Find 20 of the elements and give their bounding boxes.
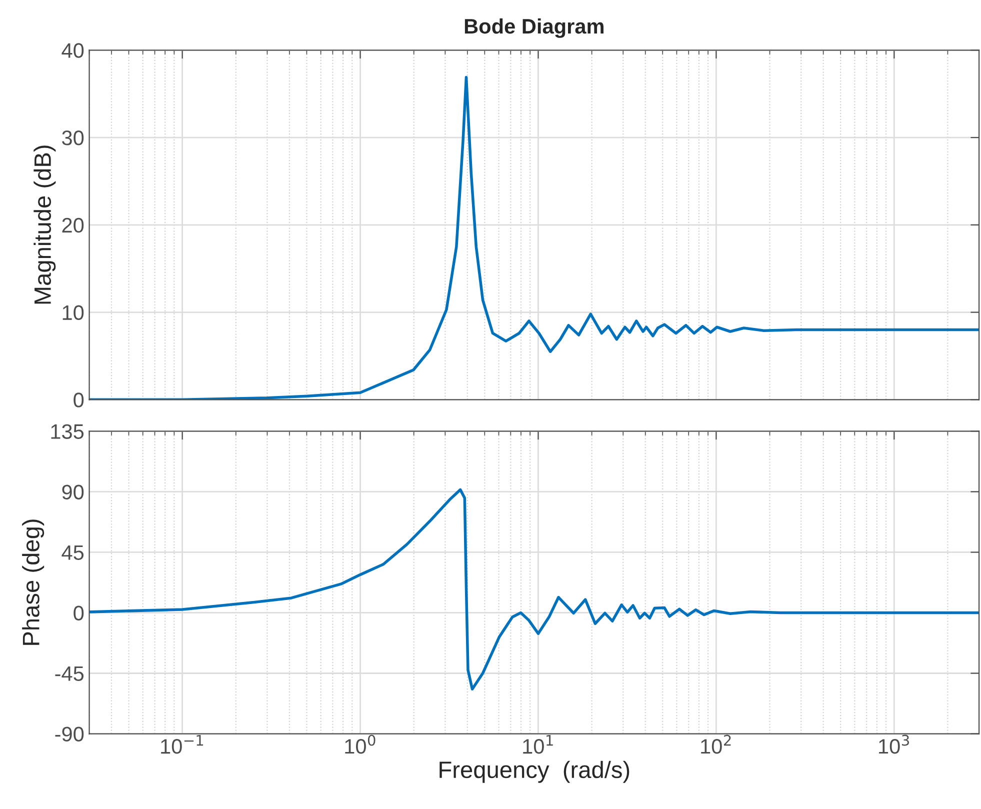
y-tick-label: 10 <box>62 305 84 320</box>
y-axis-title: Magnitude (dB) <box>34 146 56 304</box>
y-tick-label: 45 <box>62 545 84 560</box>
x-tick-label: 10$^{0}$ <box>345 734 376 754</box>
y-tick-label: -45 <box>55 666 84 682</box>
y-tick-label: 0 <box>74 392 84 408</box>
chart-title: Bode Diagram <box>464 18 604 38</box>
x-tick-label: 10$^{3}$ <box>879 734 909 754</box>
y-tick-label: -90 <box>55 726 84 742</box>
x-axis-title: Frequency (rad/s) <box>440 760 630 783</box>
y-tick-label: 135 <box>51 424 84 439</box>
x-tick-label: 10$^{2}$ <box>701 734 731 754</box>
x-tick-label: 10$^{−1}$ <box>161 734 204 754</box>
y-tick-label: 40 <box>62 43 84 58</box>
x-tick-label: 10$^{1}$ <box>523 734 553 754</box>
y-tick-label: 30 <box>62 130 84 146</box>
y-tick-label: 0 <box>74 606 84 620</box>
y-tick-label: 90 <box>62 484 84 500</box>
y-tick-label: 20 <box>62 218 84 233</box>
y-axis-title: Phase (deg) <box>22 520 44 645</box>
